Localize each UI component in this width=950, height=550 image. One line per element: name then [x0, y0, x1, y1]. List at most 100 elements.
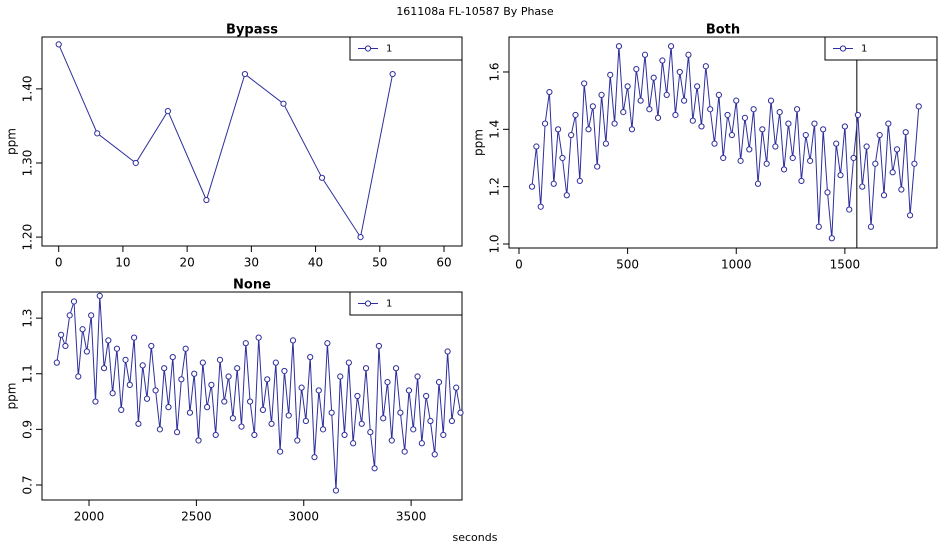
data-point: [280, 100, 287, 107]
data-point: [550, 180, 557, 187]
data-point: [53, 359, 60, 366]
data-point: [763, 160, 770, 167]
data-point: [311, 454, 318, 461]
data-point: [58, 331, 65, 338]
data-point: [92, 398, 99, 405]
data-point: [911, 160, 918, 167]
data-point: [850, 154, 857, 162]
data-point: [859, 183, 866, 190]
data-point: [113, 345, 121, 352]
data-point: [195, 437, 202, 444]
data-point: [234, 365, 241, 372]
data-point: [203, 196, 210, 204]
data-point: [302, 417, 309, 425]
data-point: [324, 340, 331, 347]
data-point: [793, 106, 801, 113]
data-point: [135, 420, 142, 427]
data-point: [358, 420, 365, 427]
data-point: [191, 370, 198, 377]
x-tick-label: 1000: [721, 258, 752, 272]
plot-frame: [41, 36, 463, 247]
data-point: [711, 140, 718, 147]
y-tick-label: 0.9: [21, 420, 35, 439]
x-tick-label: 60: [436, 256, 451, 270]
data-point: [863, 143, 870, 150]
data-point: [405, 387, 413, 394]
legend-box: [349, 291, 463, 316]
data-point: [401, 448, 408, 455]
data-point: [581, 80, 588, 87]
data-point: [824, 189, 831, 196]
data-point: [225, 373, 232, 380]
data-point: [607, 71, 614, 78]
data-point: [841, 123, 848, 130]
data-point: [109, 390, 116, 397]
data-point: [576, 177, 583, 185]
data-point: [654, 114, 662, 121]
x-tick-label: 20: [179, 256, 194, 270]
data-point: [750, 106, 757, 113]
data-point: [178, 376, 185, 383]
y-tick-label: 1.3: [21, 309, 35, 328]
data-point: [559, 154, 566, 162]
data-point: [173, 429, 181, 436]
data-point: [423, 392, 430, 400]
data-point: [541, 120, 549, 127]
data-point: [384, 378, 391, 386]
data-point: [785, 120, 792, 127]
data-point: [242, 340, 249, 347]
plot-frame: [508, 36, 938, 249]
data-point: [371, 465, 378, 472]
data-point: [307, 353, 314, 361]
data-point: [100, 365, 108, 372]
data-point: [319, 426, 327, 433]
data-point: [397, 409, 404, 416]
data-point: [328, 409, 335, 416]
data-point: [143, 395, 151, 402]
data-point: [746, 146, 753, 153]
data-point: [354, 392, 361, 400]
data-point: [611, 120, 618, 127]
data-point: [79, 326, 86, 333]
data-point: [212, 431, 219, 439]
data-point: [689, 117, 696, 124]
data-point: [615, 43, 623, 50]
data-point: [602, 140, 609, 147]
data-point: [126, 381, 133, 388]
data-point: [807, 157, 814, 164]
data-point: [889, 169, 896, 176]
data-point: [880, 192, 888, 199]
x-tick-label: 0: [515, 258, 523, 272]
panel-title: Both: [706, 23, 740, 38]
data-point: [208, 381, 215, 388]
data-point: [898, 186, 905, 193]
x-tick-label: 1500: [830, 258, 861, 272]
data-point: [131, 334, 138, 341]
y-tick-label: 1.20: [21, 224, 35, 251]
data-point: [715, 91, 722, 99]
data-point: [572, 111, 579, 119]
x-tick-label: 3000: [288, 510, 319, 524]
series-line: [58, 44, 394, 239]
data-point: [457, 409, 464, 416]
data-point: [392, 365, 400, 372]
data-point: [70, 298, 78, 305]
data-point: [389, 70, 396, 78]
x-tick-label: 30: [244, 256, 259, 270]
data-point: [650, 74, 657, 81]
data-point: [350, 440, 357, 447]
data-point: [737, 157, 744, 164]
data-point: [431, 451, 438, 458]
data-point: [659, 57, 666, 64]
data-point: [754, 180, 762, 187]
data-point: [367, 429, 374, 436]
data-point: [337, 373, 344, 380]
data-point: [448, 417, 456, 425]
data-point: [66, 312, 73, 319]
data-point: [672, 111, 679, 119]
data-point: [204, 404, 211, 411]
x-tick-label: 2000: [74, 510, 105, 524]
data-point: [148, 342, 155, 350]
legend-box: [349, 36, 463, 61]
